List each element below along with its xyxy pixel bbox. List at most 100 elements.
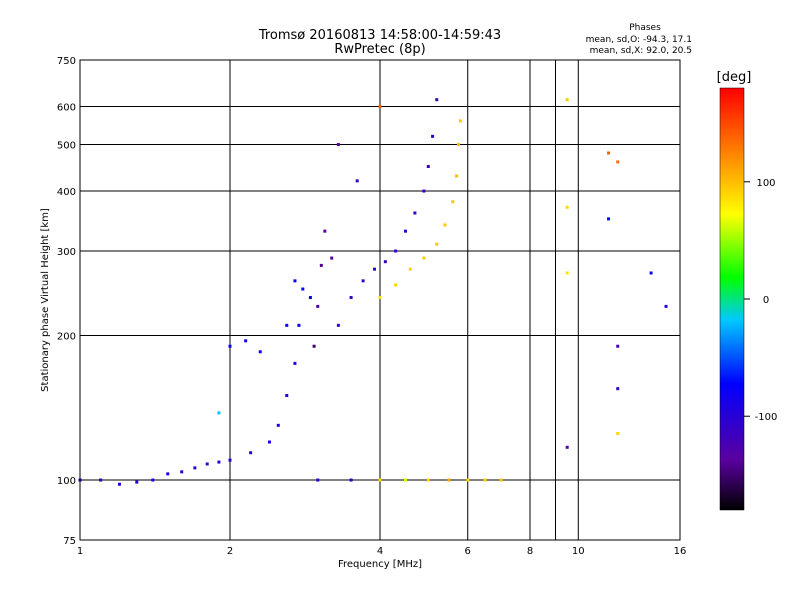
data-point bbox=[403, 478, 407, 482]
data-point bbox=[455, 174, 459, 178]
data-point bbox=[205, 462, 209, 466]
data-point bbox=[458, 119, 462, 123]
data-point bbox=[383, 260, 387, 264]
data-point bbox=[447, 478, 451, 482]
data-point bbox=[443, 223, 447, 227]
data-point bbox=[301, 287, 305, 291]
data-point bbox=[293, 279, 297, 283]
data-point bbox=[217, 411, 221, 415]
data-point bbox=[422, 189, 426, 193]
data-point bbox=[413, 211, 417, 215]
chart-subtitle: RwPretec (8p) bbox=[334, 42, 425, 57]
data-point bbox=[228, 344, 232, 348]
data-point bbox=[293, 361, 297, 365]
data-point bbox=[565, 445, 569, 449]
y-tick-label: 200 bbox=[57, 332, 76, 343]
data-point bbox=[565, 205, 569, 209]
plot-frame bbox=[79, 59, 681, 541]
data-point bbox=[426, 164, 430, 168]
data-point bbox=[664, 304, 668, 308]
data-point bbox=[308, 296, 312, 300]
data-point bbox=[151, 478, 155, 482]
data-point bbox=[267, 440, 271, 444]
y-tick-label: 750 bbox=[57, 56, 76, 67]
colorbar-tick-label: -100 bbox=[755, 412, 778, 423]
data-point bbox=[435, 98, 439, 102]
x-tick-label: 1 bbox=[77, 546, 83, 557]
data-point bbox=[483, 478, 487, 482]
data-points bbox=[78, 98, 668, 486]
data-point bbox=[135, 480, 139, 484]
data-point bbox=[316, 304, 320, 308]
data-point bbox=[378, 105, 382, 109]
data-point bbox=[616, 344, 620, 348]
data-point bbox=[565, 98, 569, 102]
x-axis-label: Frequency [MHz] bbox=[338, 559, 422, 570]
data-point bbox=[99, 478, 103, 482]
data-point bbox=[422, 256, 426, 260]
data-point bbox=[355, 179, 359, 183]
colorbar-tick-label: 100 bbox=[756, 178, 775, 189]
data-point bbox=[451, 200, 455, 204]
data-point bbox=[435, 242, 439, 246]
data-point bbox=[431, 134, 435, 138]
colorbar-tick-label: 0 bbox=[763, 295, 769, 306]
data-point bbox=[361, 279, 365, 283]
data-point bbox=[349, 478, 353, 482]
data-point bbox=[649, 271, 653, 275]
y-tick-label: 600 bbox=[57, 103, 76, 114]
x-tick-label: 4 bbox=[377, 546, 383, 557]
data-point bbox=[408, 267, 412, 271]
data-point bbox=[228, 458, 232, 462]
data-point bbox=[180, 470, 184, 474]
data-point bbox=[297, 323, 301, 327]
grid-lines bbox=[80, 60, 680, 540]
x-tick-label: 10 bbox=[572, 546, 585, 557]
data-point bbox=[457, 143, 461, 147]
data-point bbox=[499, 478, 503, 482]
data-point bbox=[607, 151, 611, 155]
colorbar-ticks: 100 0 -100 bbox=[744, 178, 777, 423]
data-point bbox=[312, 344, 316, 348]
phases-mean-x: mean, sd,X: 92.0, 20.5 bbox=[590, 46, 692, 56]
data-point bbox=[426, 478, 430, 482]
data-point bbox=[403, 229, 407, 233]
phases-heading: Phases bbox=[629, 23, 661, 33]
data-point bbox=[217, 460, 221, 464]
phases-mean-o: mean, sd,O: -94.3, 17.1 bbox=[586, 35, 692, 45]
data-point bbox=[323, 229, 327, 233]
y-axis-ticks: 75 100 200 300 400 500 600 750 bbox=[57, 56, 76, 547]
data-point bbox=[258, 350, 262, 354]
data-point bbox=[276, 423, 280, 427]
y-tick-label: 300 bbox=[57, 247, 76, 258]
data-point bbox=[249, 451, 253, 455]
data-point bbox=[244, 339, 248, 343]
data-point bbox=[316, 478, 320, 482]
data-point bbox=[319, 263, 323, 267]
x-tick-label: 6 bbox=[465, 546, 471, 557]
y-tick-label: 400 bbox=[57, 187, 76, 198]
data-point bbox=[285, 394, 289, 398]
data-point bbox=[373, 267, 377, 271]
x-axis-ticks: 1 2 4 6 8 10 16 bbox=[77, 546, 687, 557]
data-point bbox=[285, 323, 289, 327]
x-tick-label: 16 bbox=[674, 546, 687, 557]
data-point bbox=[117, 482, 121, 486]
data-point bbox=[349, 296, 353, 300]
chart-title: Tromsø 20160813 14:58:00-14:59:43 bbox=[258, 28, 501, 43]
data-point bbox=[616, 387, 620, 391]
colorbar bbox=[719, 87, 745, 511]
data-point bbox=[616, 160, 620, 164]
data-point bbox=[336, 323, 340, 327]
data-point bbox=[378, 478, 382, 482]
data-point bbox=[394, 249, 398, 253]
x-tick-label: 2 bbox=[227, 546, 233, 557]
data-point bbox=[336, 143, 340, 147]
data-point bbox=[166, 472, 170, 476]
data-point bbox=[565, 271, 569, 275]
data-point bbox=[378, 296, 382, 300]
data-point bbox=[607, 217, 611, 221]
y-tick-label: 100 bbox=[57, 476, 76, 487]
data-point bbox=[466, 478, 470, 482]
